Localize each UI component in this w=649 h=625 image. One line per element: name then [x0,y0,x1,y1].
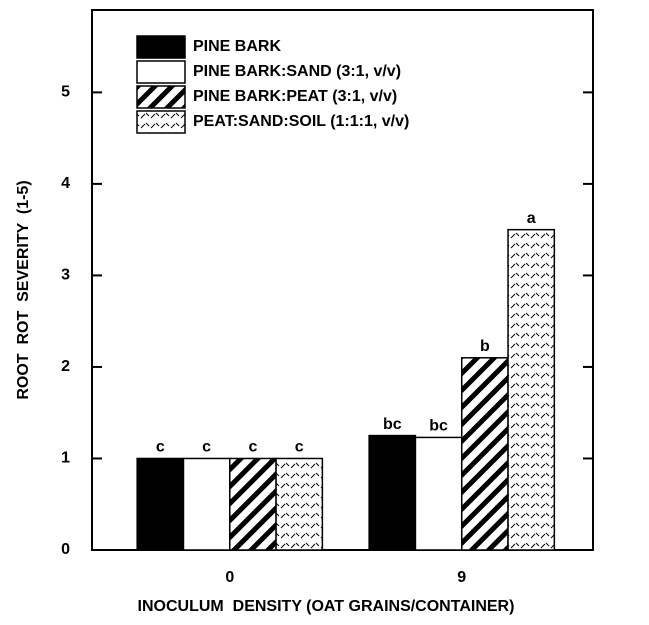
bar [182,457,231,551]
legend-swatch [136,85,186,109]
value-label: bc [383,416,402,433]
bar [136,457,185,551]
y-tick-label: 4 [61,175,70,192]
legend-label: PINE BARK [193,38,281,55]
x-tick-label: 9 [457,569,466,586]
bar [507,228,556,551]
legend-label: PINE BARK:SAND (3:1, v/v) [193,63,401,80]
value-label: c [295,439,304,456]
legend-swatch [136,110,186,134]
y-axis-title: ROOT ROT SEVERITY (1-5) [15,180,32,399]
value-label: c [248,439,257,456]
bar [275,457,324,551]
bar [414,436,463,551]
y-tick-label: 1 [61,450,70,467]
y-tick-label: 3 [61,267,70,284]
legend-label: PINE BARK:PEAT (3:1, v/v) [193,88,397,105]
legend-swatch [136,60,186,84]
value-label: bc [429,418,448,435]
legend-label: PEAT:SAND:SOIL (1:1:1, v/v) [193,113,409,130]
bar [229,457,277,551]
bar [368,434,417,551]
bar [460,357,509,551]
plot-frame [91,9,594,551]
value-label: a [527,210,536,227]
legend-swatch [136,35,186,59]
value-label: b [480,338,490,355]
y-tick-label: 2 [61,358,70,375]
x-axis-title: INOCULUM DENSITY (OAT GRAINS/CONTAINER) [138,598,515,615]
y-tick-label: 5 [61,84,70,101]
value-label: c [202,439,211,456]
value-label: c [156,439,165,456]
y-tick-label: 0 [61,541,70,558]
x-tick-label: 0 [225,569,234,586]
